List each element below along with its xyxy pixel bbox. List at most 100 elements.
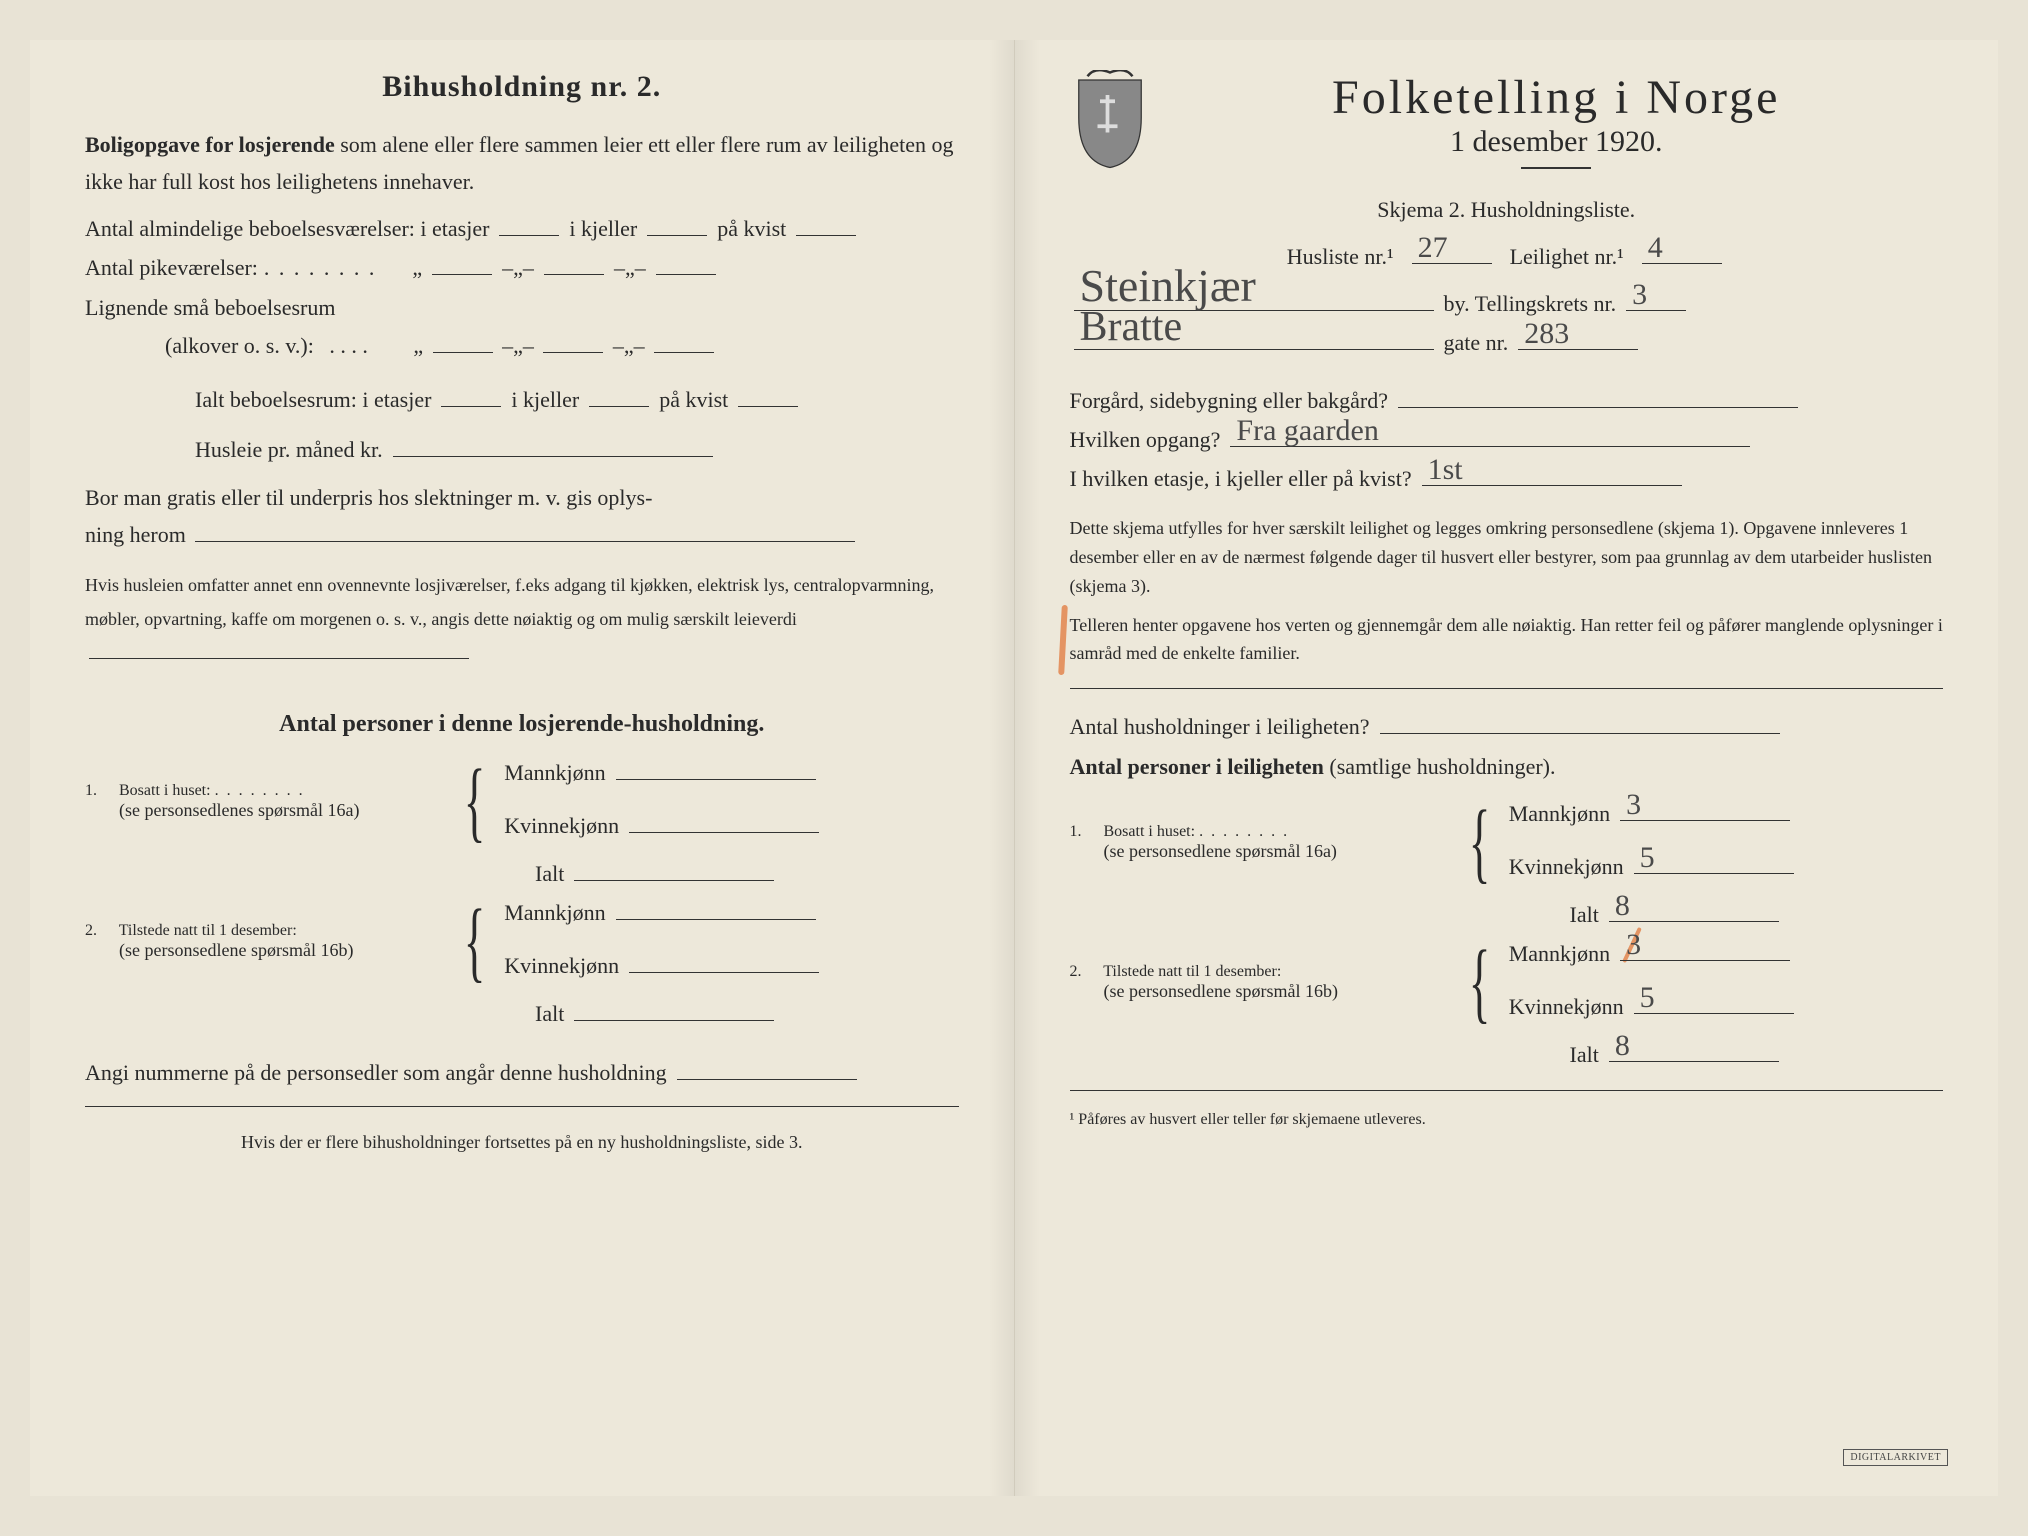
blank-q1-ialt[interactable]	[574, 855, 774, 880]
blank-rent[interactable]	[393, 431, 713, 456]
leilighet-field[interactable]: 4	[1642, 238, 1722, 263]
blank-sum-1[interactable]	[441, 382, 501, 407]
dots	[264, 255, 377, 281]
brace-icon-r2: {	[1468, 951, 1490, 1014]
blank-maid-2[interactable]	[544, 250, 604, 275]
r-kvinne-2: Kvinnekjønn	[1509, 994, 1624, 1020]
r-q2-num: 2.	[1070, 963, 1100, 981]
q1-label: Bosatt i huset:	[119, 782, 211, 799]
left-heading: Bihusholdning nr. 2.	[85, 70, 959, 104]
opgang-row: Hvilken opgang? Fra gaarden	[1070, 422, 1944, 453]
gate-row: Bratte gate nr. 283	[1070, 325, 1944, 356]
desc-para: Dette skjema utfylles for hver særskilt …	[1070, 514, 1944, 600]
r-q1-group: 1. Bosatt i huset: (se personsedlene spø…	[1070, 796, 1944, 889]
rooms-label-c: på kvist	[717, 216, 786, 242]
r-mann2-field[interactable]: 3	[1620, 936, 1790, 961]
r-kvinne-1: Kvinnekjønn	[1509, 854, 1624, 880]
r-ialt-2: Ialt	[1570, 1042, 1599, 1068]
hvis-paragraph: Hvis husleien omfatter annet enn ovennev…	[85, 568, 959, 671]
blank-q2-ialt[interactable]	[574, 995, 774, 1020]
leilighet-label: Leilighet nr.¹	[1510, 244, 1624, 270]
blank-hvis[interactable]	[89, 638, 469, 659]
blank-kjeller[interactable]	[647, 211, 707, 236]
blank-sum-2[interactable]	[589, 382, 649, 407]
maid-label: Antal pikeværelser:	[85, 255, 258, 281]
r-q2-label: Tilstede natt til 1 desember:	[1103, 963, 1281, 980]
blank-alk-3[interactable]	[654, 327, 714, 352]
rooms-line: Antal almindelige beboelsesværelser: i e…	[85, 211, 959, 242]
gate-label: gate nr.	[1444, 330, 1509, 356]
archive-stamp: DIGITALARKIVET	[1843, 1449, 1948, 1466]
angi-text: Angi nummerne på de personsedler som ang…	[85, 1060, 667, 1086]
brace-icon-2: {	[464, 910, 486, 973]
footnote: ¹ Påføres av husvert eller teller før sk…	[1070, 1111, 1944, 1129]
blank-alk-1[interactable]	[433, 327, 493, 352]
blank-alk-2[interactable]	[543, 327, 603, 352]
gate-nr-field[interactable]: 283	[1518, 325, 1638, 350]
blank-etasjer[interactable]	[499, 211, 559, 236]
r-q1-label: Bosatt i huset:	[1104, 823, 1196, 840]
brace-icon: {	[464, 770, 486, 833]
blank-q2-mann[interactable]	[616, 895, 816, 920]
blank-gratis[interactable]	[195, 517, 855, 542]
blank-q1-mann[interactable]	[616, 755, 816, 780]
r-ialt1-field[interactable]: 8	[1609, 896, 1779, 921]
blank-q2-kvinne[interactable]	[629, 948, 819, 973]
blank-maid-1[interactable]	[432, 250, 492, 275]
gate-name-field[interactable]: Bratte	[1074, 325, 1434, 350]
date-line: 1 desember 1920.	[1170, 125, 1944, 159]
husliste-field[interactable]: 27	[1412, 238, 1492, 263]
r-q2-sub: (se personsedlene spørsmål 16b)	[1104, 981, 1338, 1001]
r-ialt2-field[interactable]: 8	[1609, 1036, 1779, 1061]
etasje-field[interactable]: 1st	[1422, 461, 1682, 486]
antal-hush-row: Antal husholdninger i leiligheten?	[1070, 709, 1944, 740]
header: Folketelling i Norge 1 desember 1920.	[1070, 70, 1944, 187]
coat-of-arms-icon	[1070, 70, 1150, 170]
rule-bottom	[1070, 1090, 1944, 1091]
rule	[85, 1106, 959, 1107]
angi-line: Angi nummerne på de personsedler som ang…	[85, 1055, 959, 1086]
r-kvinne1-field[interactable]: 5	[1634, 849, 1794, 874]
krets-field[interactable]: 3	[1626, 286, 1686, 311]
ialt-label-2: Ialt	[535, 1001, 564, 1027]
blank-maid-3[interactable]	[656, 250, 716, 275]
left-page: Bihusholdning nr. 2. Boligopgave for los…	[30, 40, 1015, 1496]
desc-para-2: Telleren henter opgavene hos verten og g…	[1070, 611, 1944, 669]
forgard-row: Forgård, sidebygning eller bakgård?	[1070, 382, 1944, 413]
r-mann1-field[interactable]: 3	[1620, 796, 1790, 821]
forgard-field[interactable]	[1398, 382, 1798, 407]
rule-right	[1070, 688, 1944, 689]
hvis-text: Hvis husleien omfatter annet enn ovennev…	[85, 575, 934, 629]
r-q1-num: 1.	[1070, 823, 1100, 841]
opgang-field[interactable]: Fra gaarden	[1230, 422, 1750, 447]
similar-a: Lignende små beboelsesrum	[85, 295, 336, 320]
title-rule	[1521, 167, 1591, 169]
q2-group: 2. Tilstede natt til 1 desember: (se per…	[85, 895, 959, 988]
q2-label: Tilstede natt til 1 desember:	[119, 922, 297, 939]
similar-b: (alkover o. s. v.):	[165, 333, 314, 358]
total-a: Ialt beboelsesrum: i etasjer	[195, 387, 431, 413]
q1-num: 1.	[85, 782, 115, 800]
r-q1-sub: (se personsedlene spørsmål 16a)	[1104, 841, 1337, 861]
mann-label: Mannkjønn	[504, 760, 605, 786]
main-title: Folketelling i Norge	[1170, 70, 1944, 125]
ialt-label: Ialt	[535, 861, 564, 887]
right-page: Folketelling i Norge 1 desember 1920. Sk…	[1015, 40, 1999, 1496]
rooms-label-a: Antal almindelige beboelsesværelser: i e…	[85, 216, 489, 242]
by-row: Steinkjær by. Tellingskrets nr. 3	[1070, 286, 1944, 317]
blank-angi[interactable]	[677, 1055, 857, 1080]
count-heading: Antal personer i denne losjerende-hushol…	[85, 704, 959, 745]
orange-mark	[1058, 605, 1068, 675]
r-mann-1: Mannkjønn	[1509, 801, 1610, 827]
similar-rooms-line: Lignende små beboelsesrum (alkover o. s.…	[85, 289, 959, 364]
r-kvinne2-field[interactable]: 5	[1634, 989, 1794, 1014]
blank-q1-kvinne[interactable]	[629, 808, 819, 833]
rent-line: Husleie pr. måned kr.	[195, 431, 959, 462]
gratis-b: ning herom	[85, 522, 186, 547]
mann-label-2: Mannkjønn	[504, 900, 605, 926]
rent-label: Husleie pr. måned kr.	[195, 437, 383, 463]
forgard-label: Forgård, sidebygning eller bakgård?	[1070, 388, 1389, 414]
blank-kvist[interactable]	[796, 211, 856, 236]
antal-hush-field[interactable]	[1380, 709, 1780, 734]
blank-sum-3[interactable]	[738, 382, 798, 407]
